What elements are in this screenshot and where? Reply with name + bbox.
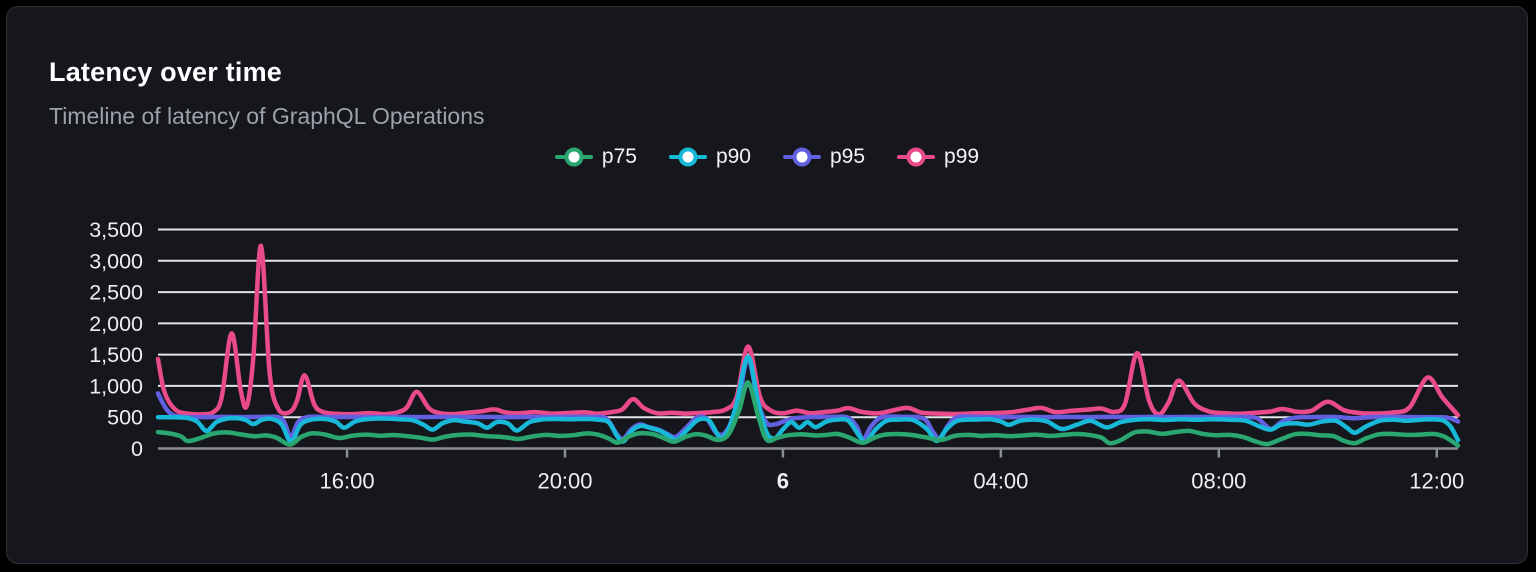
legend-series-marker-icon	[668, 147, 707, 167]
y-axis-label-0: 0	[131, 437, 143, 461]
legend-dot-icon	[678, 147, 698, 167]
y-axis-label-500: 500	[107, 406, 143, 430]
y-axis-label-3500: 3,500	[89, 218, 143, 242]
x-axis-label-16:00: 16:00	[320, 469, 375, 494]
latency-chart-card: Latency over time Timeline of latency of…	[6, 6, 1528, 564]
legend-label-p90: p90	[715, 145, 751, 168]
chart-title: Latency over time	[49, 57, 282, 87]
x-axis-label-08:00: 08:00	[1191, 469, 1246, 494]
legend-label-p75: p75	[601, 145, 637, 168]
x-axis-label-04:00: 04:00	[973, 469, 1028, 494]
x-axis-label-12:00: 12:00	[1409, 469, 1464, 494]
legend-dot-icon	[564, 147, 584, 167]
legend-series-marker-icon	[783, 147, 821, 167]
legend-dot-icon	[792, 147, 812, 167]
legend-series-marker-icon	[554, 147, 593, 167]
y-axis-label-1500: 1,500	[89, 343, 143, 367]
legend-dot-icon	[906, 147, 926, 167]
x-axis-label-20:00: 20:00	[537, 469, 592, 494]
series-line-p75	[155, 380, 1461, 448]
series-line-p90	[155, 354, 1461, 445]
legend-item-p99[interactable]: p99	[897, 145, 979, 169]
legend-item-p95[interactable]: p95	[783, 145, 865, 169]
legend-label-p95: p95	[830, 145, 866, 168]
y-axis-label-3000: 3,000	[89, 249, 143, 273]
legend-label-p99: p99	[944, 145, 980, 168]
legend-series-marker-icon	[897, 147, 936, 167]
x-axis-label-6: 6	[777, 469, 789, 494]
legend-item-p75[interactable]: p75	[554, 145, 637, 169]
series-line-p99	[155, 243, 1461, 418]
y-axis-label-1000: 1,000	[89, 374, 143, 398]
legend-item-p90[interactable]: p90	[668, 145, 751, 169]
y-axis-label-2000: 2,000	[89, 312, 143, 336]
y-axis-label-2500: 2,500	[89, 281, 143, 305]
chart-legend: p75 p90 p95 p99	[7, 145, 1527, 169]
chart-subtitle: Timeline of latency of GraphQL Operation…	[49, 103, 485, 129]
